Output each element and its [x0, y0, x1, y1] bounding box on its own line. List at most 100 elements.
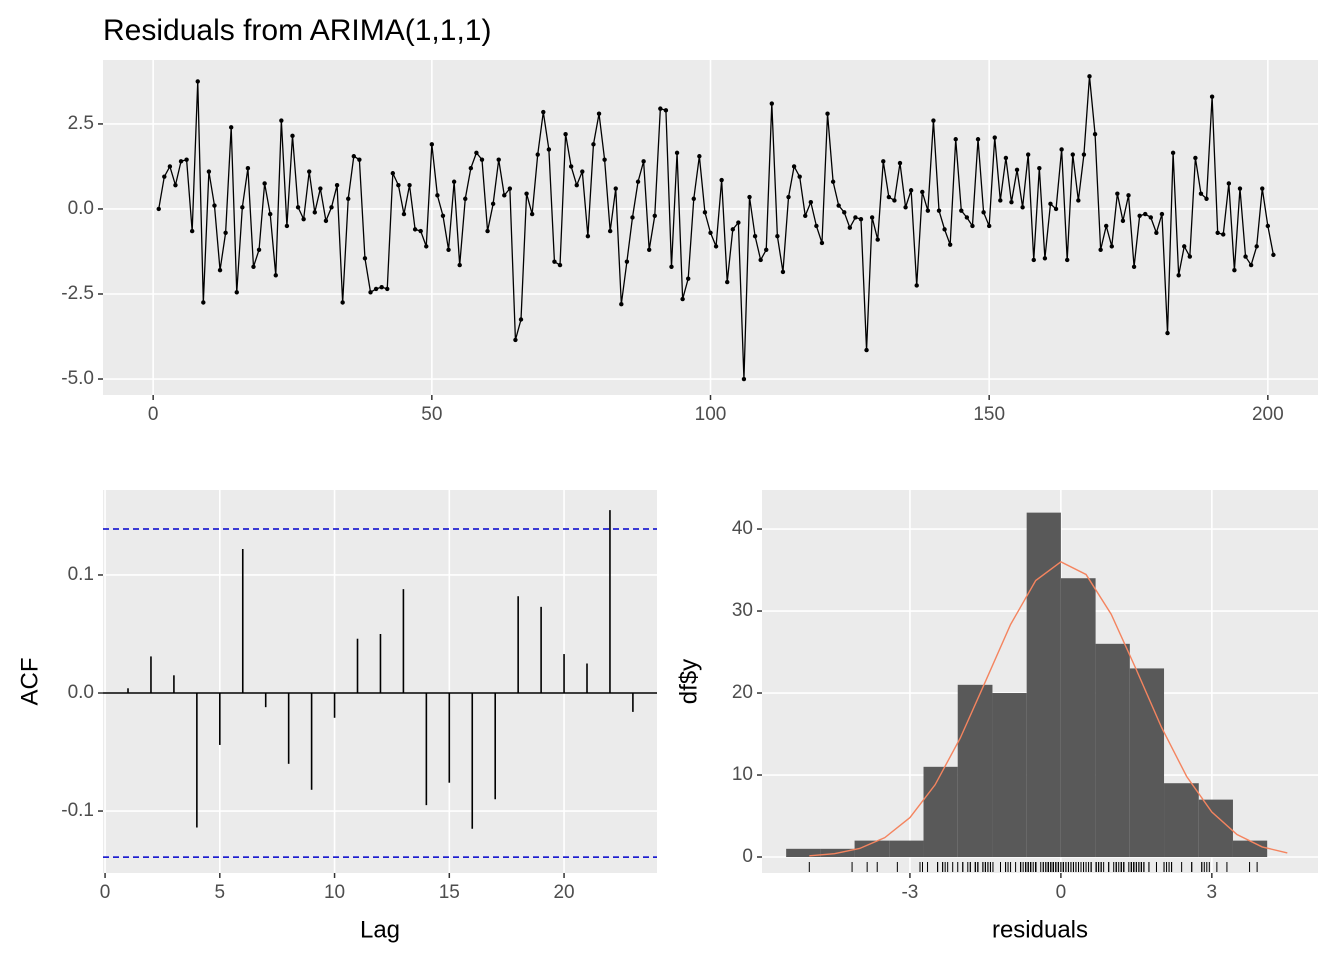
point — [725, 279, 730, 285]
point — [708, 230, 713, 235]
point — [975, 137, 981, 142]
point — [1237, 186, 1243, 191]
point — [346, 196, 351, 201]
y-axis-title: df$y — [675, 659, 702, 704]
point — [368, 290, 373, 295]
point — [853, 215, 858, 220]
point — [758, 257, 763, 263]
point — [201, 300, 206, 305]
x-tick-label: 0 — [148, 404, 159, 425]
point — [1232, 267, 1237, 273]
point — [630, 215, 635, 220]
point — [613, 186, 618, 191]
point — [780, 269, 786, 275]
point — [418, 228, 423, 234]
point — [1165, 330, 1170, 336]
point — [730, 227, 735, 232]
histogram-bar — [1026, 512, 1061, 858]
point — [602, 157, 607, 162]
point — [736, 220, 741, 225]
point — [1104, 223, 1109, 229]
point — [412, 227, 418, 232]
histogram-bar — [957, 684, 993, 858]
point — [535, 152, 540, 157]
point — [1081, 152, 1087, 157]
point — [881, 159, 886, 164]
point — [585, 233, 591, 239]
point — [964, 215, 970, 220]
x-tick-label: 3 — [1207, 882, 1218, 903]
point — [1126, 193, 1131, 198]
y-tick-label: -0.1 — [61, 800, 94, 821]
chart-title: Residuals from ARIMA(1,1,1) — [103, 14, 491, 47]
point — [474, 150, 479, 156]
x-tick-label: 0 — [1056, 882, 1067, 903]
point — [741, 376, 747, 382]
point — [635, 179, 641, 184]
point — [167, 164, 173, 169]
y-axis-title: ACF — [16, 658, 43, 706]
point — [451, 179, 457, 184]
point — [1031, 257, 1036, 263]
point — [1137, 213, 1142, 218]
point — [1009, 199, 1014, 205]
point — [814, 223, 819, 229]
point — [312, 210, 317, 215]
point — [847, 225, 853, 230]
density-curve — [809, 561, 1288, 857]
point — [764, 247, 769, 252]
point — [619, 301, 624, 307]
point — [290, 133, 295, 139]
y-tick-label: -2.5 — [61, 283, 94, 304]
point — [262, 181, 267, 186]
point — [1182, 244, 1187, 249]
point — [892, 198, 897, 203]
histogram-bar — [1232, 840, 1268, 858]
point — [1053, 206, 1059, 212]
point — [1170, 150, 1176, 156]
point — [920, 189, 925, 195]
point — [702, 210, 708, 215]
x-tick-label: -3 — [901, 882, 918, 903]
point — [747, 194, 752, 200]
histogram-bar — [1060, 578, 1096, 858]
point — [925, 208, 931, 213]
point — [992, 135, 997, 140]
point — [178, 159, 184, 164]
point — [1204, 196, 1209, 201]
point — [908, 188, 914, 193]
point — [1087, 74, 1092, 79]
point — [323, 218, 329, 224]
point — [819, 240, 825, 246]
histogram-bar — [1095, 643, 1130, 858]
point — [713, 244, 719, 249]
point — [864, 347, 869, 353]
y-tick-label: 0.1 — [68, 564, 94, 585]
point — [936, 208, 942, 213]
point — [334, 182, 340, 188]
point — [268, 211, 273, 217]
point — [1159, 211, 1165, 217]
point — [591, 142, 596, 147]
point — [691, 196, 696, 201]
point — [429, 142, 435, 147]
point — [401, 211, 407, 217]
x-tick-label: 10 — [324, 882, 345, 903]
point — [1070, 152, 1075, 157]
point — [234, 290, 239, 295]
point — [513, 337, 518, 343]
point — [396, 182, 401, 188]
point — [1154, 230, 1159, 235]
point — [256, 247, 262, 252]
point — [1215, 230, 1220, 235]
point — [658, 106, 663, 111]
point — [1076, 198, 1081, 203]
point — [1131, 264, 1137, 269]
point — [279, 118, 284, 123]
point — [385, 286, 390, 292]
x-tick-label: 0 — [100, 882, 111, 903]
point — [162, 174, 167, 179]
point — [903, 205, 908, 210]
point — [808, 199, 814, 205]
point — [1042, 256, 1048, 261]
